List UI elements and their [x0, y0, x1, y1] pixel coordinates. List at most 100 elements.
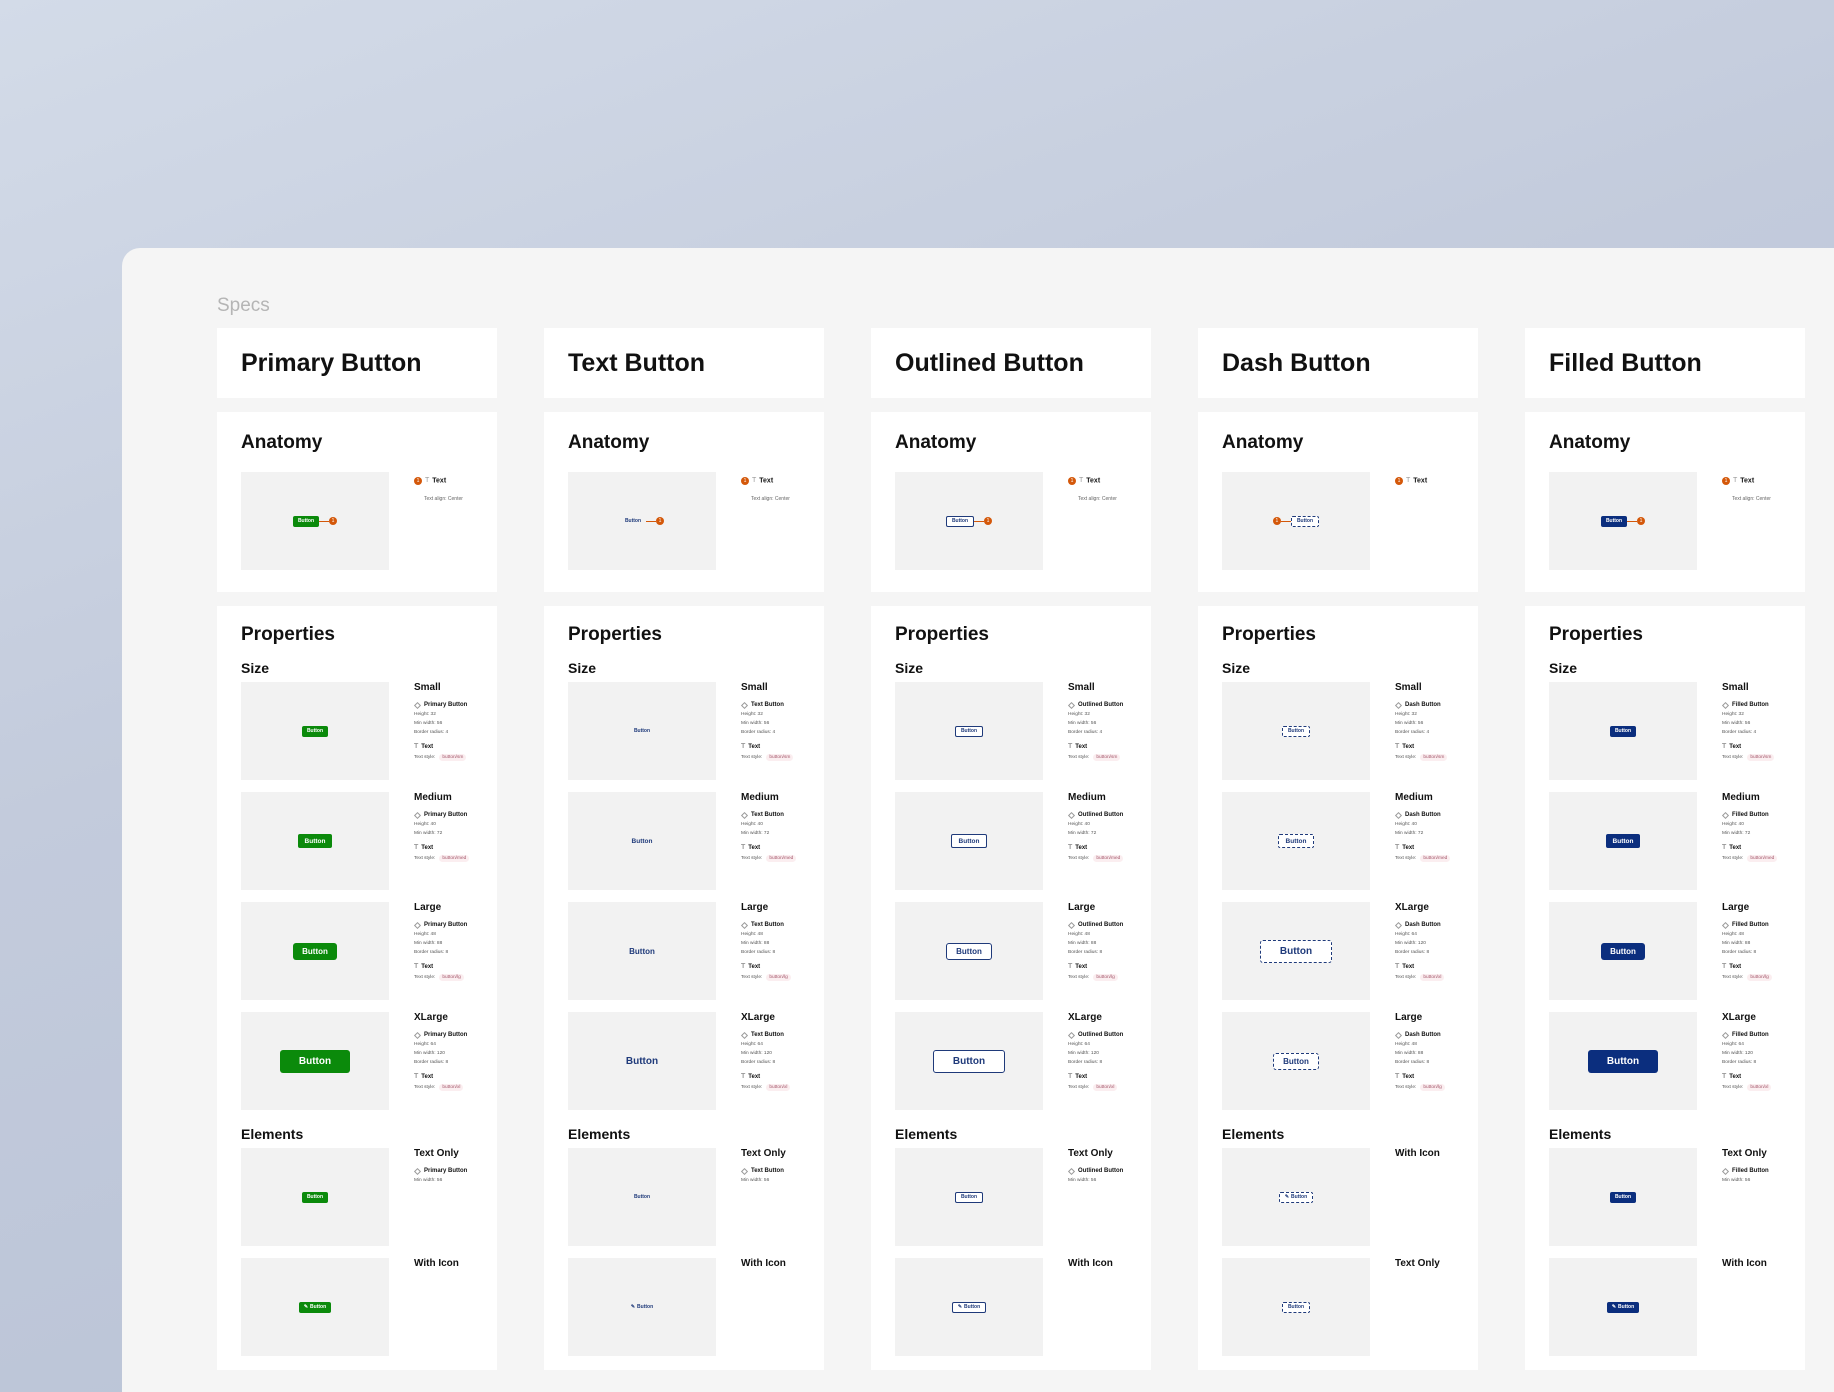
component-label: Dash Button	[1405, 812, 1441, 818]
text-icon: T	[1733, 477, 1738, 485]
text-layer-label: Text	[421, 1074, 434, 1081]
spec-value: Min width: 72	[1395, 831, 1424, 836]
anatomy-callout: 1 Button	[1272, 515, 1320, 527]
button-label: Button	[1612, 837, 1634, 845]
dash-button-sample[interactable]: ✎ Button	[1278, 1191, 1314, 1203]
text-icon: T	[414, 963, 419, 970]
primary-button-sample[interactable]: Button	[293, 942, 337, 960]
text-layer-label: Text	[748, 845, 761, 852]
component-icon	[740, 921, 749, 929]
text-layer-label: Text	[421, 964, 434, 971]
spec-value: Min width: 120	[1722, 1051, 1753, 1056]
text-style: Text style: button/lg	[741, 974, 831, 982]
outlined-button-sample[interactable]: ✎ Button	[951, 1301, 987, 1313]
filled-button-sample[interactable]: Button	[1600, 515, 1628, 527]
text-button-sample[interactable]: ✎ Button	[626, 1302, 658, 1313]
size-preview: Button	[1222, 1012, 1370, 1110]
element-name: Text Only	[741, 1148, 786, 1159]
outlined-button-sample[interactable]: Button	[946, 942, 992, 960]
button-label: Button	[956, 946, 982, 956]
text-style-label: Text style:	[1722, 755, 1744, 761]
spec-value: Min width: 56	[1722, 721, 1751, 726]
button-label: Button	[958, 837, 980, 845]
component-title: Outlined Button	[895, 349, 1084, 377]
button-label: Button	[1614, 1194, 1632, 1200]
column-outlined: Outlined Button Anatomy Button 1 1 T Text Text …	[871, 328, 1151, 1370]
dash-button-sample[interactable]: Button	[1281, 1301, 1311, 1313]
text-layer-label: Text	[1075, 964, 1088, 971]
anatomy-info: 1 T Text Text align: Center	[1722, 472, 1771, 502]
pencil-icon: ✎	[1611, 1304, 1617, 1310]
column-primary: Primary Button Anatomy Button 1 1 T Text Text a…	[217, 328, 497, 1370]
outlined-button-sample[interactable]: Button	[954, 1191, 984, 1203]
component-name: Dash Button	[1394, 1031, 1485, 1039]
outlined-button-sample[interactable]: Button	[954, 725, 984, 737]
dash-button-sample[interactable]: Button	[1273, 1052, 1319, 1070]
primary-button-sample[interactable]: ✎ Button	[298, 1301, 332, 1313]
text-style-label: Text style:	[1068, 1085, 1090, 1091]
component-icon	[1394, 811, 1403, 819]
text-icon: T	[741, 844, 746, 851]
text-style: Text style: button/xl	[741, 1084, 831, 1092]
size-name: Small	[1068, 682, 1095, 693]
dash-button-sample[interactable]: Button	[1259, 939, 1333, 963]
text-layer-label: Text	[1075, 845, 1088, 852]
size-row: Button XLarge Text Button Height: 64 Min wid…	[568, 1012, 800, 1110]
size-name: XLarge	[1722, 1012, 1756, 1023]
size-spec: Medium Primary Button Height: 40 Min width:…	[413, 792, 504, 863]
text-button-sample[interactable]: Button	[607, 1050, 677, 1073]
text-button-sample[interactable]: Button	[625, 834, 660, 848]
element-preview: ✎ Button	[568, 1258, 716, 1356]
filled-button-sample[interactable]: Button	[1609, 1191, 1637, 1203]
outlined-button-sample[interactable]: Button	[950, 834, 988, 848]
filled-button-sample[interactable]: Button	[1605, 834, 1641, 848]
primary-button-sample[interactable]: Button	[292, 515, 320, 527]
size-spec: XLarge Primary Button Height: 64 Min width:…	[413, 1012, 504, 1092]
properties-card: Properties Size Button Small Dash Button Heig…	[1198, 606, 1478, 1370]
text-button-sample[interactable]: Button	[620, 943, 664, 960]
filled-button-sample[interactable]: Button	[1587, 1049, 1659, 1073]
size-row: Button Medium Dash Button Height: 40 Min wid…	[1222, 792, 1454, 890]
dash-button-sample[interactable]: Button	[1281, 725, 1311, 737]
spec-value: Height: 32	[1068, 712, 1090, 717]
column-filled: Filled Button Anatomy Button 1 1 T Text Text al…	[1525, 328, 1805, 1370]
text-button-sample[interactable]: Button	[629, 1192, 655, 1203]
component-label: Dash Button	[1405, 922, 1441, 928]
size-preview: Button	[241, 792, 389, 890]
spec-value: Min width: 88	[1068, 941, 1097, 946]
filled-button-sample[interactable]: Button	[1601, 942, 1645, 960]
spec-value: Border radius: 8	[741, 1060, 776, 1065]
connector-line	[646, 520, 657, 522]
element-row: ✎ Button With Icon	[895, 1258, 1127, 1356]
spec-value: Border radius: 8	[414, 1060, 449, 1065]
component-icon	[413, 1167, 422, 1175]
filled-button-sample[interactable]: Button	[1609, 725, 1637, 737]
pencil-icon: ✎	[1284, 1194, 1290, 1200]
text-style-label: Text style:	[414, 975, 436, 981]
primary-button-sample[interactable]: Button	[279, 1049, 351, 1073]
connector-line	[974, 520, 985, 522]
primary-button-sample[interactable]: Button	[297, 834, 333, 848]
dash-button-sample[interactable]: Button	[1277, 834, 1315, 848]
element-row: ✎ Button With Icon	[568, 1258, 800, 1356]
text-layer: T Text	[1395, 844, 1485, 851]
size-preview: Button	[1222, 902, 1370, 1000]
size-heading: Size	[241, 660, 270, 676]
outlined-button-sample[interactable]: Button	[945, 515, 975, 527]
primary-button-sample[interactable]: Button	[301, 725, 329, 737]
filled-button-sample[interactable]: ✎ Button	[1606, 1301, 1640, 1313]
text-style-label: Text style:	[1722, 856, 1744, 862]
text-style: Text style: button/sm	[1395, 754, 1485, 762]
component-title: Filled Button	[1549, 349, 1702, 377]
primary-button-sample[interactable]: Button	[301, 1191, 329, 1203]
elements-heading: Elements	[1222, 1126, 1285, 1142]
text-layer: T Text	[741, 743, 831, 750]
outlined-button-sample[interactable]: Button	[932, 1049, 1006, 1073]
text-button-sample[interactable]: Button	[629, 726, 655, 737]
dash-button-sample[interactable]: Button	[1290, 515, 1320, 527]
component-icon	[740, 701, 749, 709]
size-row: Button Small Outlined Button Height: 32 Min …	[895, 682, 1127, 780]
text-button-sample[interactable]: Button	[620, 516, 646, 527]
spec-value: Min width: 88	[414, 941, 443, 946]
component-name: Filled Button	[1721, 1167, 1812, 1175]
